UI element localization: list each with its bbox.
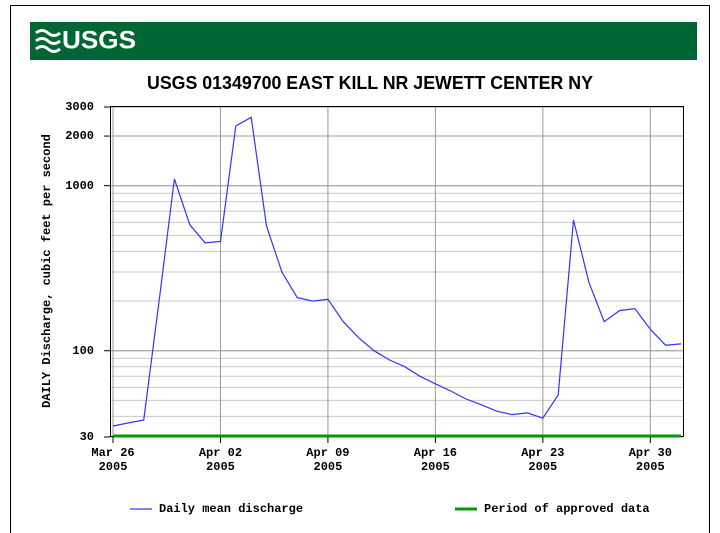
y-tick-label: 100 — [72, 344, 94, 358]
logo-text: USGS — [62, 27, 136, 55]
marks — [112, 116, 682, 438]
x-tick-label: Apr 16 — [414, 446, 457, 460]
x-tick-label: 2005 — [314, 460, 343, 474]
y-tick-label: 3000 — [65, 100, 94, 114]
x-tick-label: 2005 — [99, 460, 128, 474]
grid — [110, 106, 683, 438]
logo-waves — [35, 29, 61, 53]
x-tick-label: Apr 30 — [629, 446, 672, 460]
banner — [30, 22, 697, 60]
x-tick-label: Mar 26 — [91, 446, 134, 460]
y-tick-label: 1000 — [65, 179, 94, 193]
x-tick-label: Apr 23 — [521, 446, 564, 460]
legend-label: Daily mean discharge — [159, 502, 303, 516]
x-tick-label: 2005 — [528, 460, 557, 474]
legend-label: Period of approved data — [484, 502, 650, 516]
data-line — [112, 116, 682, 427]
chart-title: USGS 01349700 EAST KILL NR JEWETT CENTER… — [147, 73, 593, 93]
x-tick-label: Apr 02 — [199, 446, 242, 460]
legend: Daily mean discharge Period of approved d… — [130, 502, 650, 516]
x-tick-label: 2005 — [206, 460, 235, 474]
x-tick-label: 2005 — [421, 460, 450, 474]
x-tick-label: 2005 — [636, 460, 665, 474]
y-axis-label: DAILY Discharge, cubic feet per second — [40, 134, 54, 408]
x-tick-label: Apr 09 — [306, 446, 349, 460]
y-tick-label: 2000 — [65, 129, 94, 143]
y-tick-label: 30 — [80, 430, 94, 444]
